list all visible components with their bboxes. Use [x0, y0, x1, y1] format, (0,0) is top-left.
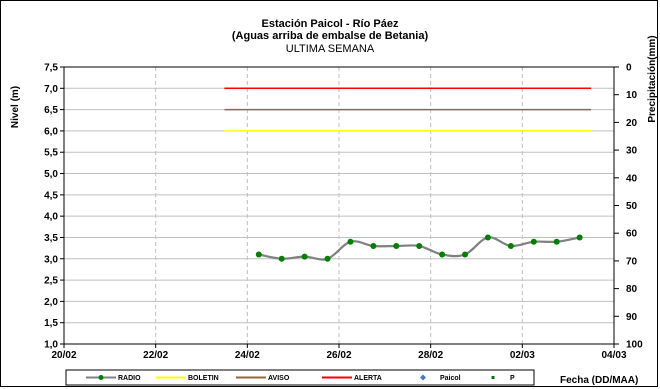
x-tick-label: 04/03: [601, 350, 626, 361]
x-tick-label: 22/02: [143, 350, 168, 361]
series-radio-point: [301, 253, 308, 260]
series-radio-point: [507, 242, 514, 249]
y-tick-label: 5,5: [44, 148, 58, 159]
y2-tick-label: 70: [626, 256, 638, 267]
legend-label: ALERTA: [354, 375, 382, 382]
series-radio-point: [530, 238, 537, 245]
y-tick-label: 6,5: [44, 105, 58, 116]
legend-swatch-marker: [491, 376, 495, 379]
y-tick-label: 1,5: [44, 318, 58, 329]
y2-tick-label: 80: [626, 284, 638, 295]
y-tick-label: 4,0: [44, 212, 58, 223]
legend-label: P: [510, 375, 515, 382]
y-tick-label: 3,5: [44, 233, 58, 244]
legend-label: RADIO: [118, 375, 141, 382]
series-radio-point: [278, 255, 285, 262]
legend-box: [65, 369, 535, 386]
series-radio-point: [576, 234, 583, 241]
series-radio-point: [553, 238, 560, 245]
y2-tick-label: 40: [626, 173, 638, 184]
series-layer: [255, 234, 583, 262]
series-radio-point: [484, 234, 491, 241]
y-axis-label: Nivel (m): [10, 86, 21, 128]
legend-label: BOLETIN: [188, 375, 219, 382]
y-tick-label: 5,0: [44, 169, 58, 180]
x-tick-label: 20/02: [51, 350, 76, 361]
y2-tick-label: 20: [626, 118, 638, 129]
y-tick-label: 4,5: [44, 190, 58, 201]
x-tick-label: 02/03: [510, 350, 535, 361]
chart-period: ULTIMA SEMANA: [285, 43, 375, 55]
x-tick-label: 28/02: [418, 350, 443, 361]
series-radio-point: [439, 251, 446, 258]
series-radio-point: [416, 242, 423, 249]
chart-subtitle: (Aguas arriba de embalse de Betania): [231, 30, 429, 42]
series-radio-point: [324, 255, 331, 262]
legend-swatch-marker: [420, 374, 426, 381]
y-tick-label: 7,0: [44, 84, 58, 95]
legend: RADIO BOLETIN AVISO ALERTA Paicol P: [65, 369, 535, 386]
y2-tick-label: 0: [626, 63, 632, 74]
y2-tick-label: 10: [626, 90, 638, 101]
plot-area: [63, 66, 615, 345]
series-radio-point: [347, 238, 354, 245]
legend-label: AVISO: [268, 375, 290, 382]
grid: [64, 67, 614, 344]
series-radio-point: [370, 242, 377, 249]
y2-tick-label: 90: [626, 312, 638, 323]
legend-swatch-marker: [98, 375, 104, 380]
y-tick-label: 3,0: [44, 254, 58, 265]
y-tick-label: 2,0: [44, 297, 58, 308]
series-radio-point: [393, 242, 400, 249]
series-radio-point: [255, 251, 262, 258]
x-tick-label: 26/02: [326, 350, 351, 361]
y2-tick-label: 100: [626, 340, 643, 351]
y2-tick-label: 50: [626, 201, 638, 212]
y-tick-label: 1,0: [44, 340, 58, 351]
y2-axis-label: Precipitación(mm): [647, 35, 658, 122]
series-radio-point: [462, 251, 469, 258]
x-tick-label: 24/02: [235, 350, 260, 361]
y-tick-label: 2,5: [44, 276, 58, 287]
y2-tick-label: 60: [626, 229, 638, 240]
threshold-lines: [224, 87, 592, 132]
x-axis-label: Fecha (DD/MAA): [560, 375, 638, 386]
y-tick-label: 6,0: [44, 126, 58, 137]
chart-title: Estación Paicol - Río Páez: [261, 18, 399, 30]
y-tick-label: 7,5: [44, 63, 58, 74]
legend-label: Paicol: [440, 375, 461, 382]
y2-tick-label: 30: [626, 146, 638, 157]
axes: [60, 66, 619, 348]
tick-labels: 1,0 1,5 2,0 2,5 3,0 3,5 4,0 4,5 5,0 5,5 6,0 6,5 7,0 7…: [44, 63, 643, 362]
